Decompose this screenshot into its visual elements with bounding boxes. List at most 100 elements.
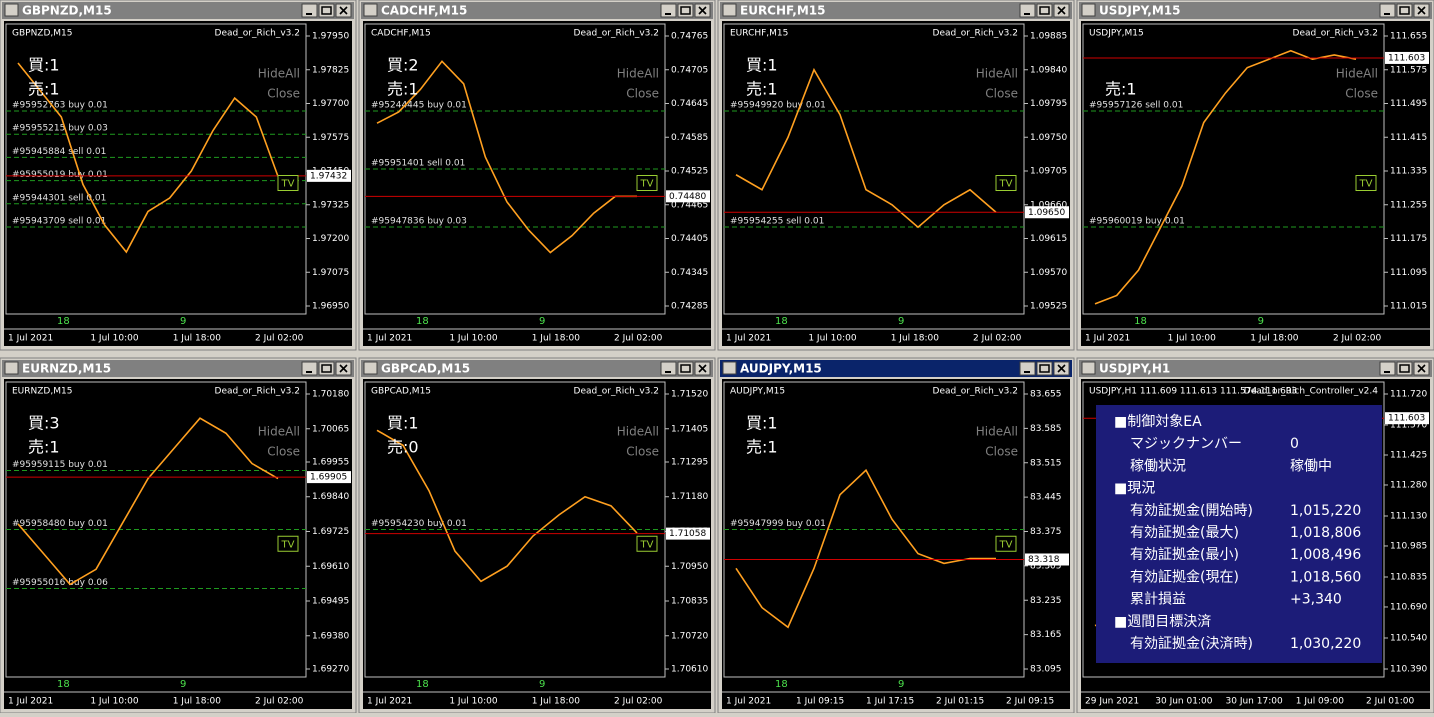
minimize-button[interactable] (660, 3, 677, 18)
hide-all-button[interactable]: HideAll (617, 425, 659, 439)
hide-all-button[interactable]: HideAll (976, 425, 1018, 439)
price-tick-label: 1.69495 (312, 597, 349, 607)
close-button[interactable]: Close (626, 87, 659, 101)
tv-button[interactable] (636, 175, 658, 191)
title-bar (361, 360, 713, 377)
title-bar (361, 2, 713, 19)
plot-border (1082, 381, 1385, 678)
price-tick-label: 83.305 (1030, 561, 1062, 571)
price-line (735, 67, 997, 229)
ea-label: Dead_or_Rich_v3.2 (574, 387, 659, 397)
close-button[interactable]: Close (626, 445, 659, 459)
panel-label: 有効証拠金(最小) (1130, 547, 1239, 563)
minimize-button[interactable] (1019, 361, 1036, 376)
hide-all-button[interactable]: HideAll (258, 67, 300, 81)
time-label: 1 Jul 18:00 (173, 697, 222, 707)
tv-button[interactable] (995, 535, 1017, 552)
price-tick-label: 111.095 (1390, 268, 1427, 278)
tv-button[interactable] (277, 175, 299, 191)
price-tick-label: 0.74705 (671, 65, 708, 75)
time-label: 1 Jul 18:00 (532, 334, 581, 344)
price-tick-label: 110.390 (1390, 665, 1427, 675)
minimize-button[interactable] (301, 361, 318, 376)
ea-label: Dead_or_Rich_v3.2 (933, 387, 1018, 397)
close-glyph (1057, 6, 1066, 15)
price-tick-label: 111.720 (1390, 390, 1427, 400)
plot-border (1082, 23, 1385, 315)
maximize-glyph (1399, 6, 1410, 15)
order-label: #95960019 buy 0.01 (1089, 217, 1185, 227)
price-tick-label: 1.70610 (671, 665, 708, 675)
current-price-box (1025, 206, 1069, 219)
maximize-glyph (680, 364, 691, 373)
current-price-box (1025, 553, 1069, 566)
price-tick-label: 83.655 (1030, 390, 1062, 400)
price-tick-label: 111.495 (1390, 99, 1427, 109)
current-price-label: 111.603 (1388, 414, 1425, 424)
order-label: #95954255 sell 0.01 (730, 217, 824, 227)
panel-value: 1,030,220 (1290, 636, 1361, 652)
title-bar (720, 2, 1072, 19)
period-separator-label: 9 (180, 679, 186, 690)
price-tick-label: 111.255 (1390, 200, 1427, 210)
time-label: 2 Jul 02:00 (973, 334, 1022, 344)
window-title: EURCHF,M15 (740, 4, 826, 18)
time-label: 1 Jul 2021 (367, 334, 412, 344)
price-tick-label: 1.97825 (312, 65, 349, 75)
close-glyph (698, 364, 707, 373)
minimize-button[interactable] (1019, 3, 1036, 18)
sell-count: 売:0 (387, 438, 419, 457)
period-separator-label: 18 (1134, 316, 1147, 327)
minimize-button[interactable] (301, 3, 318, 18)
close-button[interactable]: Close (267, 87, 300, 101)
close-button[interactable]: Close (1345, 87, 1378, 101)
current-price-label: 1.69905 (310, 473, 347, 483)
tv-button[interactable] (636, 535, 658, 552)
panel-value: 1,018,560 (1290, 569, 1361, 585)
panel-label: 有効証拠金(決済時) (1130, 636, 1253, 652)
window-icon (363, 361, 378, 375)
period-separator-label: 18 (57, 679, 70, 690)
minimize-button[interactable] (1379, 361, 1396, 376)
hide-all-button[interactable]: HideAll (1336, 67, 1378, 81)
price-tick-label: 1.09705 (1030, 167, 1067, 177)
tv-button[interactable] (277, 535, 299, 552)
close-button[interactable]: Close (985, 445, 1018, 459)
symbol-label: EURCHF,M15 (730, 29, 788, 39)
time-label: 1 Jul 18:00 (891, 334, 940, 344)
period-separator-label: 9 (180, 316, 186, 327)
close-glyph (1057, 364, 1066, 373)
panel-value: 1,015,220 (1290, 503, 1361, 519)
close-button[interactable]: Close (985, 87, 1018, 101)
ea-label: Dead_or_Rich_Controller_v2.4 (1244, 387, 1378, 397)
order-label: #95955215 buy 0.03 (12, 124, 108, 134)
tv-button[interactable] (995, 175, 1017, 191)
panel-label: 累計損益 (1130, 592, 1186, 608)
maximize-glyph (1039, 6, 1050, 15)
price-tick-label: 1.09795 (1030, 99, 1067, 109)
tv-button[interactable] (1355, 175, 1377, 191)
hide-all-button[interactable]: HideAll (617, 67, 659, 81)
hide-all-button[interactable]: HideAll (976, 67, 1018, 81)
symbol-label: CADCHF,M15 (371, 29, 431, 39)
minimize-button[interactable] (660, 361, 677, 376)
maximize-glyph (1399, 364, 1410, 373)
ea-label: Dead_or_Rich_v3.2 (215, 387, 300, 397)
sell-count: 売:1 (28, 438, 60, 457)
order-label: #95945884 sell 0.01 (12, 147, 106, 157)
time-label: 2 Jul 02:00 (614, 334, 663, 344)
buy-count: 買:3 (28, 414, 60, 433)
tv-label: TV (281, 179, 295, 190)
symbol-label: AUDJPY,M15 (730, 387, 785, 397)
symbol-label: USDJPY,M15 (1089, 29, 1144, 39)
panel-label: 稼働状況 (1130, 458, 1186, 474)
current-price-label: 111.603 (1388, 53, 1425, 63)
price-tick-label: 111.415 (1390, 133, 1427, 143)
price-tick-label: 1.97700 (312, 99, 349, 109)
window-icon (4, 361, 19, 375)
close-button[interactable]: Close (267, 445, 300, 459)
minimize-button[interactable] (1379, 3, 1396, 18)
current-price-label: 83.318 (1028, 555, 1060, 565)
hide-all-button[interactable]: HideAll (258, 425, 300, 439)
